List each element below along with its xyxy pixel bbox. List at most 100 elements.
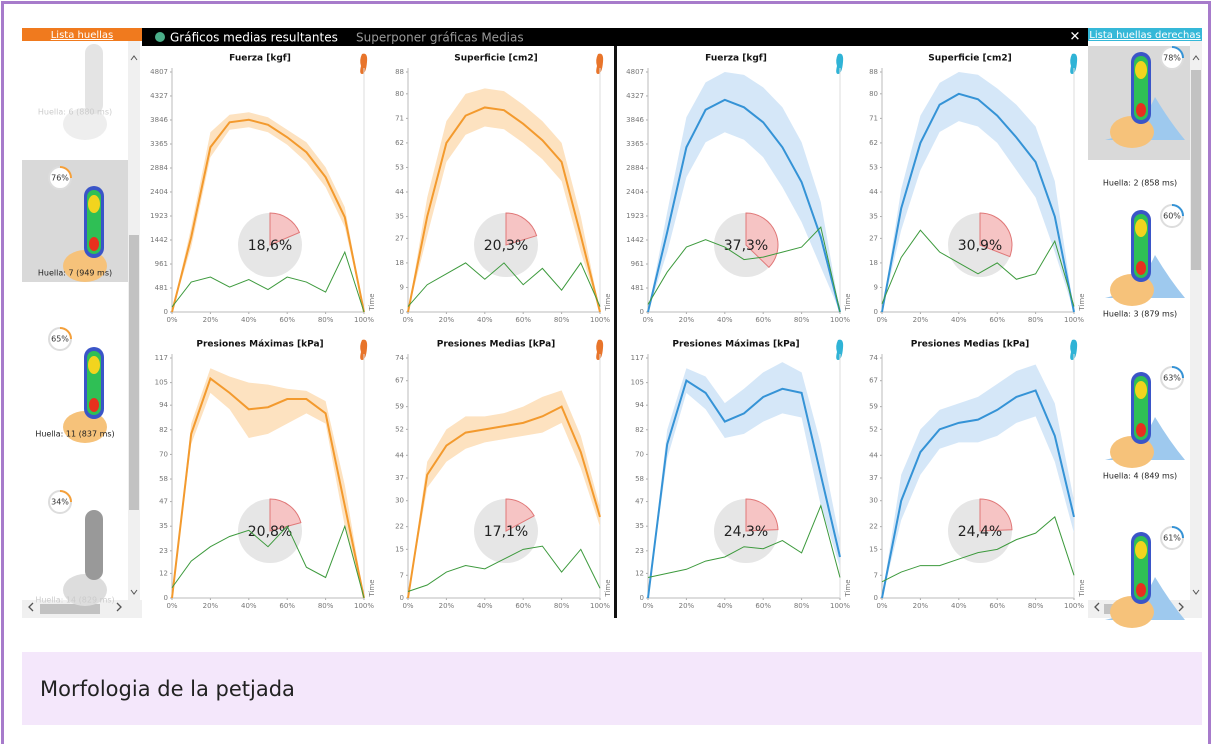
y-tick-label: 481 (155, 284, 168, 292)
y-tick-label: 2884 (150, 164, 168, 172)
item-label: Huella: 7 (949 ms) (38, 269, 112, 278)
hot-spot (1136, 583, 1146, 597)
check-icon[interactable] (155, 32, 165, 42)
y-tick-label: 30 (395, 497, 404, 505)
y-tick-label: 1442 (150, 236, 168, 244)
y-tick-label: 80 (395, 90, 404, 98)
x-tick-label: 60% (755, 602, 771, 610)
x-tick-label: 100% (1064, 602, 1084, 610)
toolbar-title[interactable]: Gráficos medias resultantes (170, 31, 338, 45)
right-panel-title[interactable]: Lista huellas derechas (1089, 30, 1200, 41)
y-tick-label: 67 (869, 377, 878, 385)
y-tick-label: 15 (869, 545, 878, 553)
percent-label: 61% (1163, 534, 1181, 543)
pie-label: 17,1% (484, 524, 528, 540)
x-tick-label: 100% (354, 602, 374, 610)
toolbar-option[interactable]: Superponer gráficas Medias (356, 31, 524, 45)
y-tick-label: 18 (395, 259, 404, 267)
hot-spot (1135, 381, 1147, 399)
y-tick-label: 88 (869, 68, 878, 76)
percent-label: 76% (51, 174, 69, 183)
x-axis-label: Time (604, 293, 612, 311)
y-tick-label: 27 (869, 234, 878, 242)
y-tick-label: 0 (640, 594, 644, 602)
y-tick-label: 30 (869, 497, 878, 505)
y-tick-label: 12 (635, 569, 644, 577)
y-tick-label: 18 (869, 259, 878, 267)
pie-label: 20,3% (484, 238, 528, 254)
y-tick-label: 961 (631, 260, 644, 268)
x-tick-label: 80% (1028, 602, 1044, 610)
chart-title: Presiones Medias [kPa] (911, 340, 1030, 350)
y-tick-label: 0 (164, 594, 168, 602)
pie-label: 20,8% (248, 524, 292, 540)
y-tick-label: 59 (395, 403, 404, 411)
y-tick-label: 53 (395, 163, 404, 171)
caption: Morfologia de la petjada (40, 677, 295, 701)
y-tick-label: 4327 (150, 92, 168, 100)
x-tick-label: 80% (554, 602, 570, 610)
y-tick-label: 71 (395, 114, 404, 122)
pie-label: 37,3% (724, 238, 768, 254)
y-tick-label: 47 (159, 498, 168, 506)
x-tick-label: 60% (989, 602, 1005, 610)
chart-title: Superficie [cm2] (454, 54, 537, 64)
scroll-thumb[interactable] (129, 235, 139, 510)
y-tick-label: 105 (155, 379, 168, 387)
hot-spot (89, 398, 99, 412)
chart-title: Fuerza [kgf] (705, 54, 767, 64)
hot-spot (1135, 541, 1147, 559)
x-tick-label: 0% (876, 316, 887, 324)
y-tick-label: 15 (395, 545, 404, 553)
y-tick-label: 9 (400, 283, 404, 291)
x-tick-label: 40% (241, 602, 257, 610)
x-axis-label: Time (1078, 293, 1086, 311)
item-label: Huella: 4 (849 ms) (1103, 472, 1177, 481)
chart-title: Superficie [cm2] (928, 54, 1011, 64)
hot-spot (1135, 219, 1147, 237)
y-tick-label: 94 (159, 401, 168, 409)
y-tick-label: 4327 (626, 92, 644, 100)
y-tick-label: 70 (635, 450, 644, 458)
x-tick-label: 60% (515, 316, 531, 324)
hot-spot (89, 237, 99, 251)
close-button[interactable]: ✕ (1070, 30, 1081, 45)
y-tick-label: 12 (159, 569, 168, 577)
x-tick-label: 40% (717, 316, 733, 324)
x-axis-label: Time (844, 293, 852, 311)
y-tick-label: 70 (159, 450, 168, 458)
x-tick-label: 20% (439, 316, 455, 324)
group-separator (614, 46, 617, 618)
hot-spot (88, 356, 100, 374)
x-tick-label: 0% (402, 602, 413, 610)
left-panel-title[interactable]: Lista huellas (51, 30, 114, 41)
hot-spot (1135, 61, 1147, 79)
y-tick-label: 1923 (150, 212, 168, 220)
x-axis-label: Time (844, 579, 852, 597)
y-tick-label: 3846 (150, 116, 168, 124)
x-tick-label: 80% (318, 316, 334, 324)
h-scroll-thumb[interactable] (40, 604, 100, 614)
y-tick-label: 59 (869, 403, 878, 411)
percent-label: 65% (51, 335, 69, 344)
pie-label: 24,4% (958, 524, 1002, 540)
x-axis-label: Time (604, 579, 612, 597)
y-tick-label: 481 (631, 284, 644, 292)
hot-spot (1136, 103, 1146, 117)
chart-title: Fuerza [kgf] (229, 54, 291, 64)
y-tick-label: 71 (869, 114, 878, 122)
scroll-thumb[interactable] (1191, 70, 1201, 270)
y-tick-label: 117 (631, 354, 644, 362)
y-tick-label: 52 (395, 425, 404, 433)
x-tick-label: 100% (590, 602, 610, 610)
percent-label: 78% (1163, 54, 1181, 63)
y-tick-label: 44 (869, 451, 878, 459)
y-tick-label: 7 (400, 571, 404, 579)
y-tick-label: 67 (395, 377, 404, 385)
y-tick-label: 62 (395, 139, 404, 147)
footprint (85, 510, 103, 580)
chart-title: Presiones Máximas [kPa] (672, 340, 799, 350)
hot-spot (88, 195, 100, 213)
item-label: Huella: 6 (880 ms) (38, 108, 112, 117)
y-tick-label: 82 (635, 426, 644, 434)
